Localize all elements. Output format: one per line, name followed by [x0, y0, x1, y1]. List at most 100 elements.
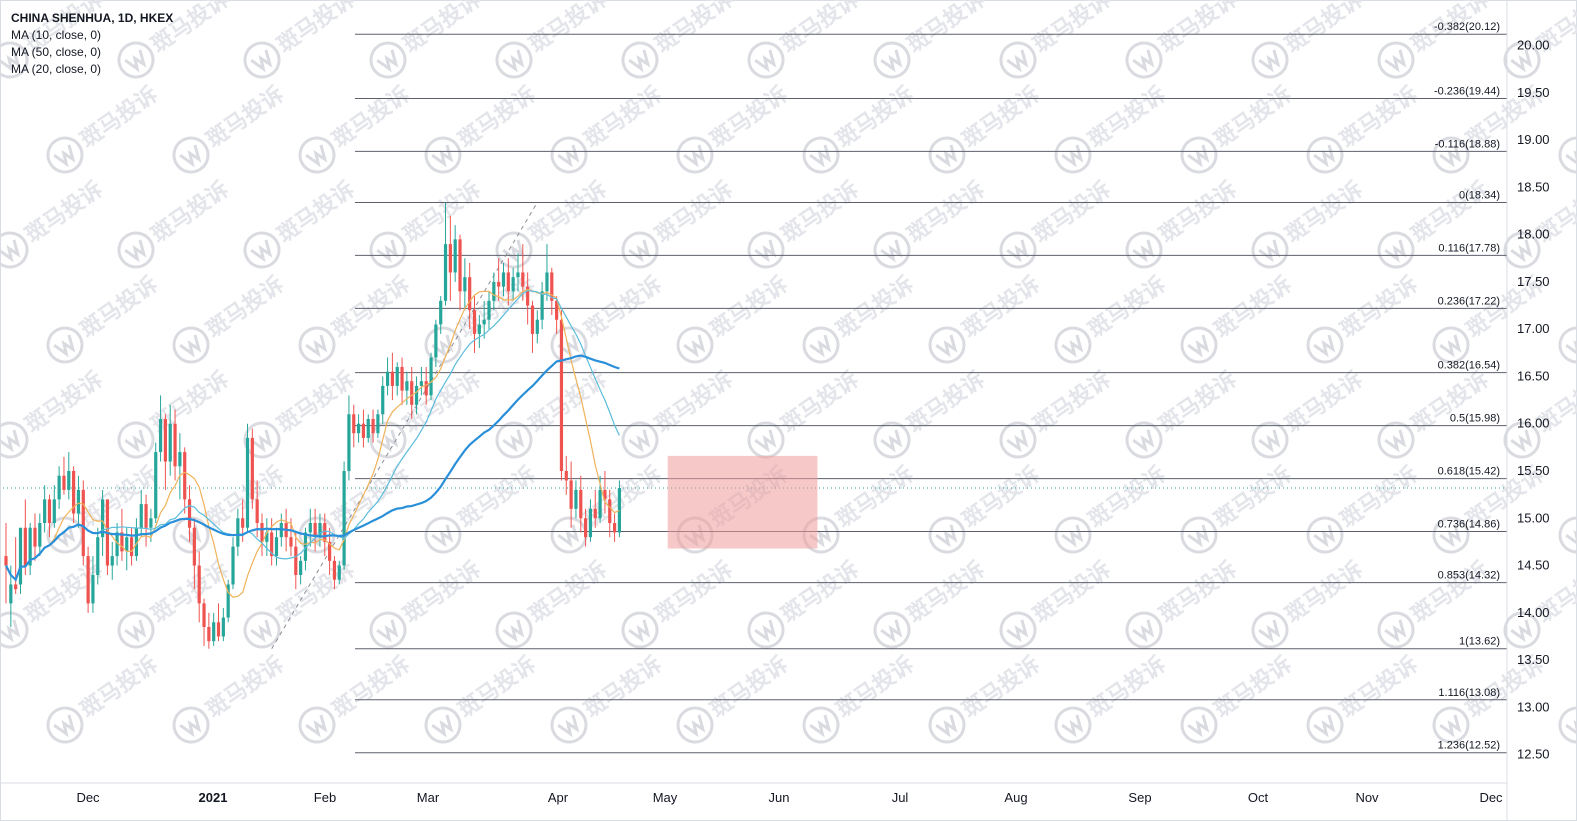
candle[interactable]	[43, 485, 47, 533]
candle[interactable]	[115, 523, 119, 566]
candle[interactable]	[134, 518, 139, 561]
candle[interactable]	[221, 608, 225, 642]
candle[interactable]	[207, 612, 211, 649]
candle[interactable]	[323, 513, 327, 557]
candle[interactable]	[18, 527, 23, 594]
candle[interactable]	[163, 414, 167, 490]
candle[interactable]	[545, 244, 549, 301]
fib-trend-line[interactable]	[271, 202, 538, 650]
candle[interactable]	[236, 508, 240, 557]
candle[interactable]	[28, 523, 32, 575]
candle[interactable]	[574, 480, 578, 519]
candle[interactable]	[187, 485, 192, 542]
candle[interactable]	[530, 300, 535, 353]
candle[interactable]	[400, 357, 404, 405]
candle[interactable]	[129, 527, 134, 566]
candle[interactable]	[361, 409, 366, 448]
candle[interactable]	[443, 202, 448, 306]
candle[interactable]	[260, 513, 264, 557]
candle[interactable]	[86, 546, 90, 613]
candle[interactable]	[332, 556, 337, 590]
symbol-title[interactable]: CHINA SHENHUA, 1D, HKEX	[11, 11, 174, 25]
candle[interactable]	[497, 258, 501, 301]
candle[interactable]	[429, 352, 433, 401]
candle[interactable]	[342, 461, 346, 571]
indicator-ma50[interactable]: MA (50, close, 0)	[11, 45, 102, 59]
candle[interactable]	[477, 315, 481, 349]
candle[interactable]	[356, 414, 361, 443]
candle[interactable]	[183, 447, 187, 514]
candle[interactable]	[81, 480, 85, 566]
candle[interactable]	[463, 258, 467, 311]
candle[interactable]	[468, 263, 472, 330]
ma20-line[interactable]	[5, 290, 620, 581]
candle[interactable]	[584, 508, 588, 547]
candle[interactable]	[453, 225, 457, 282]
candle[interactable]	[424, 367, 428, 405]
candle[interactable]	[603, 471, 607, 514]
candle[interactable]	[458, 234, 462, 311]
candle[interactable]	[139, 489, 143, 538]
candle[interactable]	[72, 466, 76, 523]
candle[interactable]	[62, 456, 66, 495]
candle[interactable]	[110, 541, 114, 580]
candle[interactable]	[231, 537, 235, 590]
candle[interactable]	[265, 518, 269, 557]
candle[interactable]	[511, 267, 515, 301]
candle[interactable]	[178, 433, 182, 500]
indicator-ma20[interactable]: MA (20, close, 0)	[11, 62, 102, 76]
candle[interactable]	[376, 409, 380, 438]
candle[interactable]	[197, 551, 201, 623]
ma10-line[interactable]	[5, 288, 620, 598]
candle[interactable]	[381, 376, 385, 424]
candle[interactable]	[472, 296, 477, 353]
candle[interactable]	[550, 267, 554, 315]
indicator-ma10[interactable]: MA (10, close, 0)	[11, 28, 102, 42]
candle[interactable]	[439, 296, 443, 334]
candle[interactable]	[564, 455, 568, 495]
candle[interactable]	[352, 404, 356, 448]
candle[interactable]	[579, 475, 583, 533]
candle[interactable]	[337, 560, 341, 585]
candle[interactable]	[535, 310, 539, 344]
candle[interactable]	[555, 296, 559, 334]
candle[interactable]	[105, 499, 110, 575]
candle[interactable]	[38, 513, 42, 557]
candle[interactable]	[593, 489, 597, 528]
candle[interactable]	[318, 513, 322, 547]
candle[interactable]	[526, 272, 530, 325]
candle[interactable]	[371, 409, 375, 443]
candle[interactable]	[487, 291, 491, 330]
candle[interactable]	[294, 532, 298, 590]
candle[interactable]	[154, 442, 158, 523]
candle[interactable]	[274, 527, 279, 566]
candle[interactable]	[448, 215, 452, 301]
candle[interactable]	[559, 310, 564, 481]
candle[interactable]	[612, 513, 617, 542]
candle[interactable]	[255, 480, 259, 538]
candle[interactable]	[419, 367, 423, 396]
price-axis[interactable]: 12.50 13.00 13.50 14.00 14.50 15.00 15.50 16.00…	[1506, 0, 1550, 821]
candle[interactable]	[569, 461, 573, 528]
candle[interactable]	[96, 527, 100, 585]
candle[interactable]	[588, 499, 593, 542]
candle[interactable]	[245, 423, 250, 533]
candle[interactable]	[158, 395, 163, 462]
candle[interactable]	[67, 452, 71, 500]
candle[interactable]	[501, 263, 506, 297]
candle[interactable]	[52, 485, 56, 528]
candle[interactable]	[14, 537, 18, 594]
candle[interactable]	[366, 414, 370, 443]
candle[interactable]	[299, 556, 303, 585]
support-zone-rect[interactable]	[667, 455, 818, 549]
candle[interactable]	[76, 475, 81, 528]
candle[interactable]	[91, 556, 95, 613]
candle[interactable]	[202, 598, 206, 646]
ma50-line[interactable]	[5, 354, 620, 582]
candle[interactable]	[173, 409, 177, 481]
candle[interactable]	[33, 513, 37, 561]
candle[interactable]	[608, 489, 612, 538]
candle[interactable]	[216, 603, 221, 642]
candle[interactable]	[395, 362, 399, 396]
